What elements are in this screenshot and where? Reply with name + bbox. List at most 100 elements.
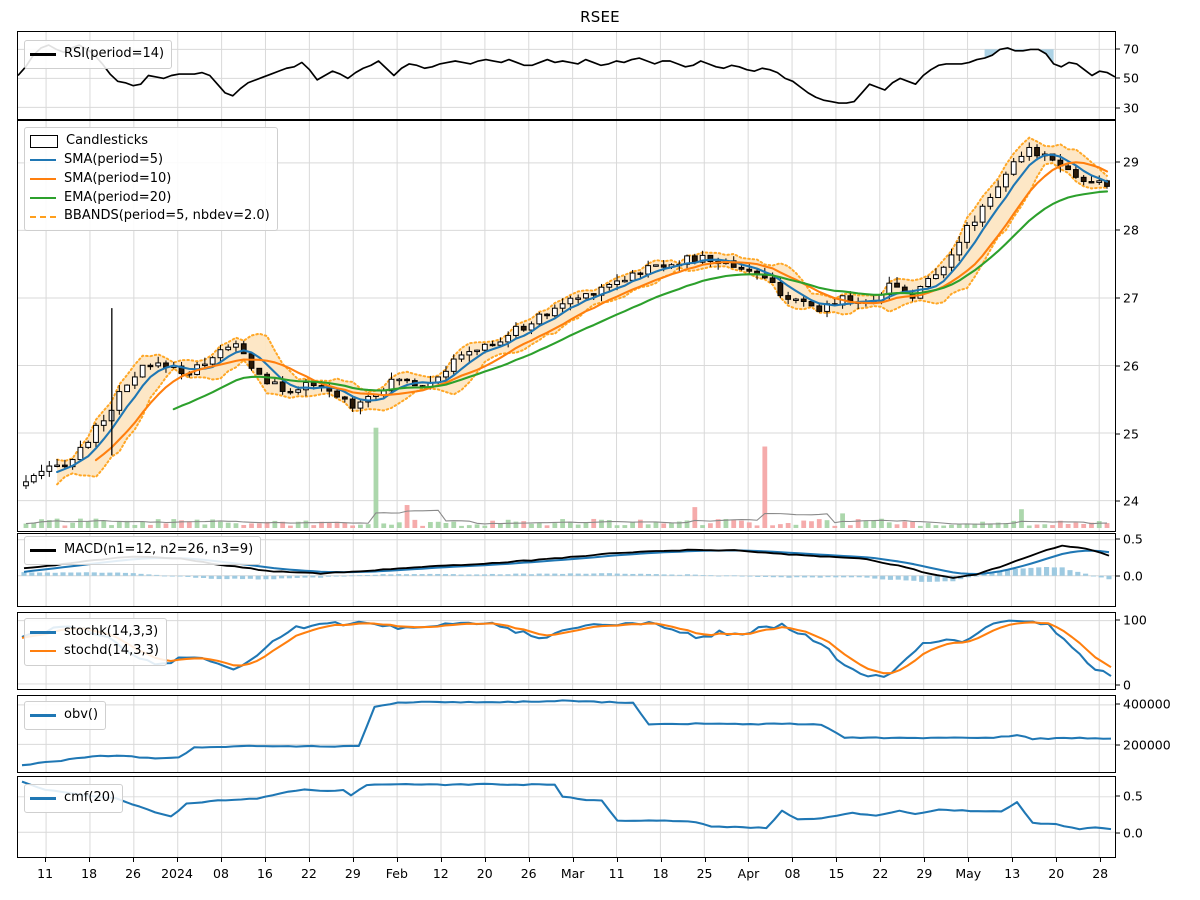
x-tick-label: 22 bbox=[872, 866, 889, 881]
x-tick-label: 12 bbox=[432, 866, 449, 881]
x-tick-label: 29 bbox=[916, 866, 933, 881]
y-tick-mark bbox=[1116, 161, 1120, 163]
price-panel bbox=[17, 120, 1116, 532]
y-tick-mark bbox=[1116, 832, 1120, 834]
legend-label: stochd(14,3,3) bbox=[64, 642, 159, 658]
legend-label: cmf(20) bbox=[64, 790, 116, 805]
macd-legend: MACD(n1=12, n2=26, n3=9) bbox=[24, 536, 262, 565]
x-tick-label: 26 bbox=[520, 866, 537, 881]
cmf-panel bbox=[17, 776, 1116, 858]
x-tick-mark bbox=[880, 858, 882, 862]
y-tick-mark bbox=[1116, 575, 1120, 577]
x-tick-mark bbox=[133, 858, 135, 862]
obv-panel bbox=[17, 695, 1116, 773]
dashed-line-swatch-icon bbox=[30, 210, 56, 223]
x-tick-mark bbox=[352, 858, 354, 862]
legend-item-cmf: cmf(20) bbox=[30, 789, 115, 808]
x-tick-mark bbox=[220, 858, 222, 862]
y-tick-mark bbox=[1116, 297, 1120, 299]
x-tick-label: 2024 bbox=[161, 866, 193, 881]
x-tick-mark bbox=[484, 858, 486, 862]
chart-title: RSEE bbox=[580, 8, 620, 26]
x-tick-label: 26 bbox=[125, 866, 141, 881]
x-tick-label: 18 bbox=[652, 866, 669, 881]
x-tick-mark bbox=[704, 858, 706, 862]
y-tick-mark bbox=[1116, 744, 1120, 746]
line-swatch-icon bbox=[30, 626, 56, 639]
x-tick-mark bbox=[1056, 858, 1058, 862]
y-tick-label: 0.0 bbox=[1123, 568, 1143, 584]
y-tick-label: 50 bbox=[1123, 70, 1139, 86]
y-tick-mark bbox=[1116, 703, 1120, 705]
line-swatch-icon bbox=[30, 792, 56, 805]
legend-item-sma10: SMA(period=10) bbox=[30, 170, 270, 189]
legend-item-macd: MACD(n1=12, n2=26, n3=9) bbox=[30, 541, 253, 560]
stoch-panel bbox=[17, 612, 1116, 690]
y-tick-label: 70 bbox=[1123, 41, 1139, 57]
legend-label: MACD(n1=12, n2=26, n3=9) bbox=[64, 542, 254, 557]
y-tick-label: 24 bbox=[1123, 493, 1139, 509]
x-tick-mark bbox=[1100, 858, 1102, 862]
y-tick-label: 26 bbox=[1123, 358, 1139, 374]
x-tick-mark bbox=[440, 858, 442, 862]
legend-item-candlesticks: Candlesticks bbox=[30, 132, 270, 151]
legend-item-sma5: SMA(period=5) bbox=[30, 151, 270, 170]
legend-label: EMA(period=20) bbox=[64, 189, 172, 205]
legend-item-rsi: RSI(period=14) bbox=[30, 45, 164, 64]
y-tick-mark bbox=[1116, 107, 1120, 109]
line-swatch-icon bbox=[30, 154, 56, 167]
y-tick-mark bbox=[1116, 500, 1120, 502]
y-tick-label: 27 bbox=[1123, 290, 1139, 306]
legend-item-ema20: EMA(period=20) bbox=[30, 189, 270, 208]
x-tick-label: 25 bbox=[696, 866, 713, 881]
x-tick-label: 15 bbox=[828, 866, 845, 881]
line-swatch-icon bbox=[30, 48, 56, 61]
x-tick-label: 20 bbox=[1048, 866, 1065, 881]
x-tick-mark bbox=[968, 858, 970, 862]
line-swatch-icon bbox=[30, 191, 56, 204]
x-tick-label: 22 bbox=[300, 866, 317, 881]
y-tick-mark bbox=[1116, 619, 1120, 621]
cmf-plot bbox=[18, 777, 1115, 857]
y-tick-label: 29 bbox=[1123, 154, 1139, 170]
x-tick-label: May bbox=[955, 866, 982, 881]
x-tick-mark bbox=[572, 858, 574, 862]
price-plot bbox=[18, 121, 1115, 531]
x-tick-mark bbox=[616, 858, 618, 862]
x-tick-label: 28 bbox=[1092, 866, 1109, 881]
x-tick-mark bbox=[177, 858, 178, 862]
y-tick-label: 28 bbox=[1123, 222, 1139, 238]
rsi-legend: RSI(period=14) bbox=[24, 40, 173, 69]
x-tick-mark bbox=[89, 858, 91, 862]
rsi-plot bbox=[18, 32, 1115, 119]
legend-label: SMA(period=10) bbox=[64, 170, 172, 186]
y-tick-label: 400000 bbox=[1123, 696, 1171, 712]
x-tick-mark bbox=[528, 858, 530, 862]
x-tick-label: 08 bbox=[784, 866, 801, 881]
legend-label: RSI(period=14) bbox=[64, 46, 165, 61]
x-tick-label: 29 bbox=[344, 866, 361, 881]
x-tick-mark bbox=[792, 858, 794, 862]
x-tick-label: Feb bbox=[385, 866, 408, 881]
y-tick-label: 25 bbox=[1123, 426, 1139, 442]
x-tick-label: 16 bbox=[256, 866, 273, 881]
legend-label: Candlesticks bbox=[66, 133, 149, 148]
line-swatch-icon bbox=[30, 709, 56, 722]
y-tick-mark bbox=[1116, 795, 1120, 797]
y-tick-label: 0.5 bbox=[1123, 788, 1143, 804]
y-tick-mark bbox=[1116, 365, 1120, 367]
x-tick-mark bbox=[396, 858, 398, 862]
line-swatch-icon bbox=[30, 544, 56, 557]
x-tick-label: 18 bbox=[81, 866, 98, 881]
x-tick-mark bbox=[45, 858, 47, 862]
x-tick-mark bbox=[1012, 858, 1014, 862]
y-tick-label: 100 bbox=[1123, 612, 1147, 628]
x-tick-mark bbox=[836, 858, 838, 862]
y-tick-label: 0.0 bbox=[1123, 825, 1143, 841]
x-tick-label: Mar bbox=[560, 866, 585, 881]
x-tick-label: Apr bbox=[737, 866, 760, 881]
legend-label: SMA(period=5) bbox=[64, 151, 164, 167]
y-tick-mark bbox=[1116, 684, 1120, 686]
x-tick-label: 11 bbox=[37, 866, 54, 881]
